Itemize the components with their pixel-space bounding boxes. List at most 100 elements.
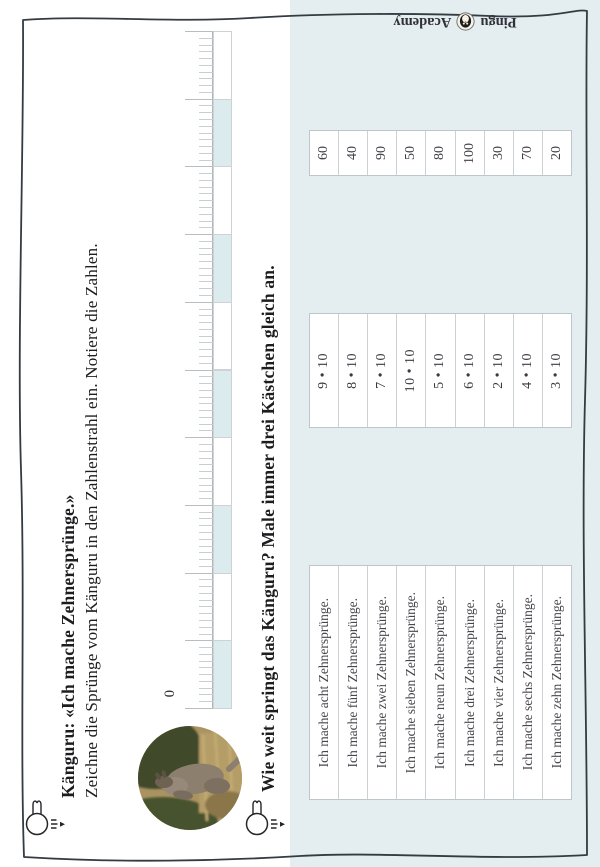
- sentence-cell: Ich mache fünf Zehnersprünge.: [339, 566, 369, 799]
- minor-tick: [199, 261, 213, 263]
- minor-tick: [199, 315, 213, 317]
- product-cell-text: 9 • 10: [316, 352, 332, 389]
- minor-tick: [199, 220, 213, 222]
- minor-tick: [199, 403, 213, 405]
- minor-tick: [199, 132, 213, 134]
- minor-tick: [199, 193, 213, 195]
- number-line-zero-label: 0: [162, 690, 178, 698]
- minor-tick: [199, 619, 213, 621]
- task1-title: Känguru: «Ich mache Zehnersprünge.»: [58, 494, 78, 798]
- sentence-cell-text: Ich mache vier Zehnersprünge.: [490, 598, 506, 767]
- numbers-table: 60 40 90 50 80 100 30 70 20: [309, 130, 572, 176]
- number-cell: 30: [485, 131, 514, 175]
- major-tick: [185, 301, 213, 303]
- minor-tick: [199, 295, 213, 297]
- product-cell-text: 4 • 10: [519, 352, 535, 389]
- number-cell-text: 80: [432, 146, 448, 160]
- minor-tick: [199, 660, 213, 662]
- decade-box: [213, 98, 232, 168]
- minor-tick: [199, 349, 213, 351]
- number-line: [185, 31, 232, 709]
- major-tick: [185, 369, 213, 371]
- decade-box: [213, 437, 232, 506]
- sentence-cell-text: Ich mache sieben Zehnersprünge.: [403, 591, 419, 774]
- minor-tick: [199, 254, 213, 256]
- minor-tick: [199, 694, 213, 696]
- sentence-cell-text: Ich mache zwei Zehnersprünge.: [374, 596, 390, 769]
- minor-tick: [199, 85, 213, 87]
- minor-tick: [199, 396, 213, 398]
- product-cell-text: 5 • 10: [432, 352, 448, 389]
- minor-tick: [199, 701, 213, 703]
- minor-tick: [199, 559, 213, 561]
- number-cell: 90: [368, 131, 398, 175]
- minor-tick: [199, 152, 213, 154]
- product-cell: 3 • 10: [543, 314, 571, 427]
- major-tick: [185, 640, 213, 642]
- sentence-cell-text: Ich mache acht Zehnersprünge.: [316, 597, 332, 768]
- major-tick: [185, 572, 213, 574]
- minor-tick: [199, 599, 213, 601]
- minor-tick: [199, 322, 213, 324]
- number-cell-text: 40: [345, 146, 361, 160]
- number-cell: 70: [514, 131, 543, 175]
- major-tick: [185, 504, 213, 506]
- minor-tick: [199, 464, 213, 466]
- minor-tick: [199, 58, 213, 60]
- product-cell-text: 2 • 10: [490, 352, 506, 389]
- minor-tick: [199, 328, 213, 330]
- minor-tick: [199, 200, 213, 202]
- minor-tick: [199, 518, 213, 520]
- minor-tick: [199, 362, 213, 364]
- minor-tick: [199, 44, 213, 46]
- logo-text-pingu: Pingu: [480, 14, 517, 31]
- product-cell: 4 • 10: [514, 314, 543, 427]
- minor-tick: [199, 119, 213, 120]
- minor-tick: [199, 687, 213, 689]
- task1-instruction: Zeichne die Sprünge vom Känguru in den Z…: [82, 243, 101, 798]
- minor-tick: [199, 484, 213, 486]
- major-tick: [185, 437, 213, 439]
- sentence-cell: Ich mache acht Zehnersprünge.: [310, 566, 340, 799]
- sentences-table: Ich mache acht Zehnersprünge. Ich mache …: [309, 565, 572, 800]
- logo-text-academy: Academy: [393, 14, 452, 31]
- number-cell-text: 50: [403, 146, 419, 160]
- lightbulb-icon: [25, 800, 65, 836]
- decade-box: [213, 640, 232, 709]
- minor-tick: [199, 423, 213, 425]
- minor-tick: [199, 626, 213, 628]
- minor-tick: [199, 64, 213, 66]
- major-tick: [185, 166, 213, 168]
- sentence-cell-text: Ich mache neun Zehnersprünge.: [432, 595, 448, 770]
- product-cell: 2 • 10: [485, 314, 514, 427]
- minor-tick: [199, 498, 213, 500]
- task2-title: Wie weit springt das Känguru? Male immer…: [258, 265, 278, 792]
- minor-tick: [199, 586, 213, 588]
- product-cell-text: 7 • 10: [374, 352, 390, 389]
- sentence-cell: Ich mache sechs Zehnersprünge.: [514, 566, 543, 799]
- number-cell-text: 60: [316, 146, 332, 160]
- minor-tick: [199, 37, 213, 39]
- minor-tick: [199, 613, 213, 615]
- minor-tick: [199, 430, 213, 432]
- product-cell: 6 • 10: [456, 314, 485, 427]
- major-tick: [185, 98, 213, 100]
- minor-tick: [199, 342, 213, 344]
- major-tick: [185, 234, 213, 236]
- minor-tick: [199, 51, 213, 53]
- minor-tick: [199, 531, 213, 533]
- minor-tick: [199, 213, 213, 215]
- minor-tick: [199, 633, 213, 635]
- minor-tick: [199, 674, 213, 676]
- decade-box: [213, 166, 232, 236]
- decade-box: [213, 504, 232, 574]
- minor-tick: [199, 680, 213, 682]
- number-cell-text: 70: [519, 146, 535, 160]
- minor-tick: [199, 545, 213, 547]
- decade-box: [213, 234, 232, 303]
- minor-tick: [199, 416, 213, 418]
- lightbulb-icon: [245, 800, 285, 836]
- sentence-cell: Ich mache vier Zehnersprünge.: [485, 566, 514, 799]
- decade-box: [213, 572, 232, 642]
